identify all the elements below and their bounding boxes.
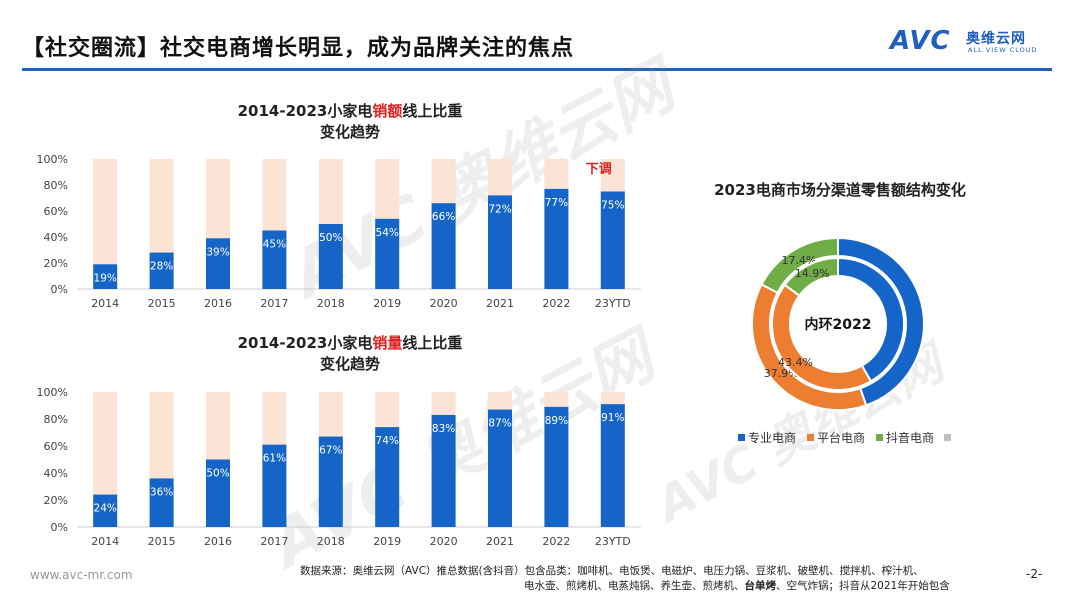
chart2-y-tick-label: 80%	[44, 413, 68, 426]
chart1-data-label: 39%	[206, 246, 229, 258]
chart1-y-tick-label: 100%	[37, 153, 68, 166]
chart1-title-highlight: 销额	[372, 102, 403, 120]
source-line-2a: 电水壶、煎烤机、电蒸炖锅、养生壶、煎烤机、	[524, 580, 745, 592]
chart2-bar	[93, 494, 118, 527]
chart1-x-tick-label: 2021	[486, 297, 514, 310]
chart1-x-tick-label: 23YTD	[595, 297, 631, 310]
chart1-y-tick-label: 60%	[44, 205, 68, 218]
data-source-note: 数据来源：奥维云网（AVC）推总数据(含抖音）包含品类：咖啡机、电饭煲、电磁炉、…	[300, 564, 1030, 594]
chart2-y-tick-label: 0%	[51, 521, 68, 534]
chart1-bar	[318, 224, 343, 289]
chart1-bar	[262, 230, 287, 289]
logo-en-text: ALL VIEW CLOUD	[968, 46, 1038, 54]
source-line-2c: 、空气炸锅；抖音从2021年开始包含	[776, 580, 950, 592]
chart2-x-tick-label: 23YTD	[595, 535, 631, 548]
chart1-x-tick-label: 2020	[430, 297, 458, 310]
chart1-title: 2014-2023小家电销额线上比重 变化趋势	[190, 101, 510, 143]
chart1-data-label: 19%	[94, 272, 117, 284]
chart1-bar	[600, 191, 625, 289]
footer-url: www.avc-mr.com	[30, 568, 133, 582]
chart1-x-tick-label: 2014	[91, 297, 119, 310]
chart1-bar	[206, 238, 230, 289]
chart1-x-tick-label: 2016	[204, 297, 232, 310]
chart1-data-label: 72%	[488, 203, 511, 215]
chart2-bar	[544, 406, 569, 527]
chart1-data-label: 66%	[432, 211, 455, 223]
chart2-data-label: 36%	[150, 486, 173, 498]
chart2-bar	[375, 427, 400, 527]
chart2-title-pre: 2014-2023小家电	[237, 334, 373, 352]
chart1-bar	[488, 195, 512, 289]
chart1-x-tick-label: 2022	[542, 297, 570, 310]
chart1-title-line2: 变化趋势	[319, 123, 380, 141]
title-divider	[22, 68, 1052, 71]
chart2-data-label: 67%	[319, 445, 342, 457]
chart2-y-tick-label: 100%	[37, 386, 68, 399]
chart1-bar	[375, 218, 400, 289]
chart2-bar	[149, 478, 174, 527]
chart1-y-tick-label: 0%	[51, 283, 68, 296]
chart2-data-label: 24%	[94, 503, 117, 515]
chart1-data-label: 54%	[376, 227, 399, 239]
chart1-title-pre: 2014-2023小家电	[237, 102, 373, 120]
chart2-x-tick-label: 2019	[373, 535, 401, 548]
chart2-x-tick-label: 2018	[317, 535, 345, 548]
chart2-x-tick-label: 2017	[260, 535, 288, 548]
chart2-x-tick-label: 2020	[430, 535, 458, 548]
chart1-bar	[93, 264, 118, 289]
chart1-bar	[149, 252, 174, 289]
chart1-data-label: 28%	[150, 261, 173, 273]
chart2-data-label: 89%	[545, 415, 568, 427]
chart2-y-tick-label: 60%	[44, 440, 68, 453]
chart2-data-label: 83%	[432, 423, 455, 435]
chart2-title-post: 线上比重	[402, 334, 463, 352]
chart2-title-highlight: 销量	[372, 334, 403, 352]
chart1-data-label: 75%	[601, 200, 624, 212]
chart2-y-tick-label: 20%	[44, 494, 68, 507]
chart3-title: 2023电商市场分渠道零售额结构变化	[714, 181, 966, 199]
chart1-y-tick-label: 80%	[44, 179, 68, 192]
chart2-bar	[431, 414, 456, 527]
chart2-data-label: 61%	[263, 453, 286, 465]
logo-cn-text: 奥维云网	[966, 31, 1026, 47]
chart2-x-tick-label: 2015	[148, 535, 176, 548]
chart1-title-post: 线上比重	[402, 102, 463, 120]
chart2-bar	[206, 459, 230, 527]
chart2-x-tick-label: 2014	[91, 535, 119, 548]
chart2-bar	[318, 436, 343, 527]
chart1-x-tick-label: 2018	[317, 297, 345, 310]
chart2-bar	[262, 444, 287, 527]
chart1-annotation: 下调	[586, 162, 612, 177]
chart2-data-label: 50%	[206, 468, 229, 480]
chart2-x-tick-label: 2022	[542, 535, 570, 548]
chart1-x-tick-label: 2015	[148, 297, 176, 310]
chart1-x-tick-label: 2019	[373, 297, 401, 310]
logo-avc-text: AVC	[890, 26, 951, 56]
page-number: -2-	[1026, 567, 1043, 581]
chart2-title: 2014-2023小家电销量线上比重 变化趋势	[190, 333, 510, 375]
chart1-y-tick-label: 20%	[44, 257, 68, 270]
chart1-x-tick-label: 2017	[260, 297, 288, 310]
chart2-bar	[600, 404, 625, 527]
chart1-data-label: 45%	[263, 239, 286, 251]
chart2-title-line2: 变化趋势	[319, 355, 380, 373]
avc-logo: AVC 奥维云网 ALL VIEW CLOUD	[890, 26, 1060, 60]
page-title: 【社交圈流】社交电商增长明显，成为品牌关注的焦点	[22, 36, 575, 61]
chart2-data-label: 87%	[488, 418, 511, 430]
source-line-2b: 台单烤	[744, 580, 777, 592]
chart1-data-label: 50%	[319, 232, 342, 244]
chart2-x-tick-label: 2016	[204, 535, 232, 548]
chart1-data-label: 77%	[545, 197, 568, 209]
chart1-bar	[431, 203, 456, 289]
chart2-bar	[488, 409, 512, 527]
source-line-1: 数据来源：奥维云网（AVC）推总数据(含抖音）包含品类：咖啡机、电饭煲、电磁炉、…	[300, 565, 924, 577]
chart2-data-label: 91%	[601, 412, 624, 424]
chart1-bar	[544, 188, 569, 289]
chart1-y-tick-label: 40%	[44, 231, 68, 244]
chart2-x-tick-label: 2021	[486, 535, 514, 548]
chart2-y-tick-label: 40%	[44, 467, 68, 480]
chart2-data-label: 74%	[376, 435, 399, 447]
